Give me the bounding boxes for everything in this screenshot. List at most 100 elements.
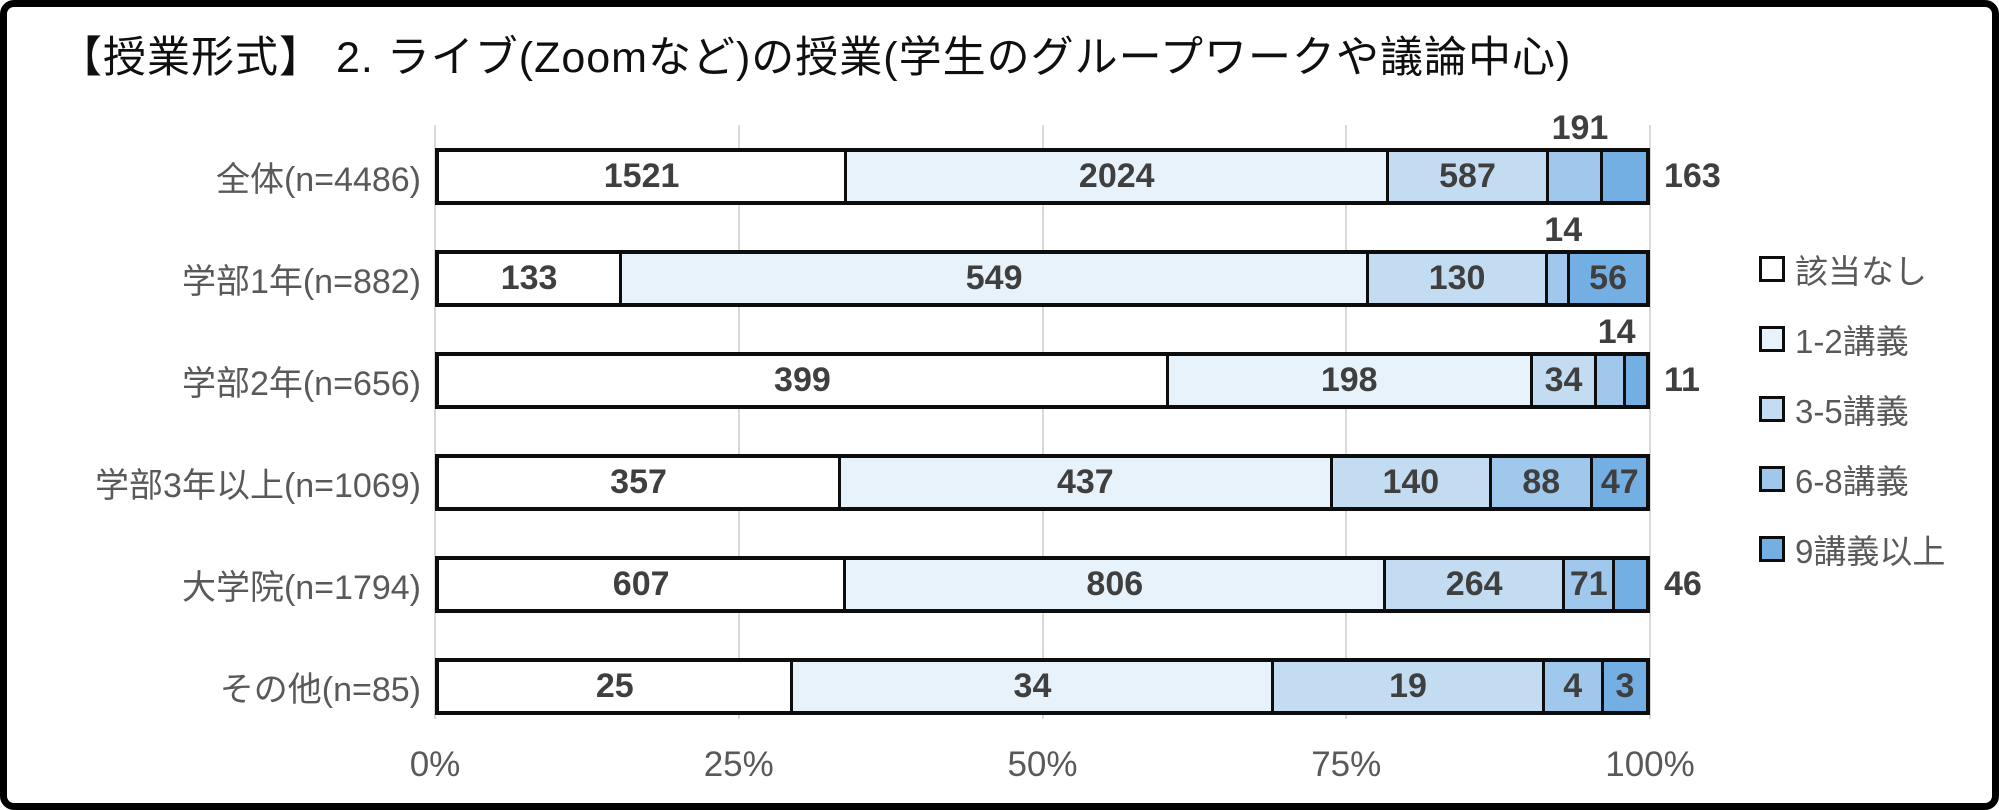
bar-segment-series-2: 587 [1389, 151, 1549, 201]
segment-value: 130 [1428, 259, 1486, 297]
bar-segment-series-0: 133 [439, 253, 623, 303]
segment-value: 19 [1389, 667, 1427, 705]
gridline-50pct [1041, 125, 1044, 719]
gridline-0pct [434, 125, 436, 719]
stacked-bar: 607 806 264 71 [435, 555, 1650, 613]
bar-segment-series-1: 2024 [847, 151, 1390, 201]
bar-row: 191 163 1521 2024 587 [435, 111, 1721, 227]
bar-row: 14 11 399 198 34 [435, 315, 1700, 431]
legend-swatch-icon [1759, 326, 1785, 352]
legend-swatch-icon [1759, 396, 1785, 422]
legend: 該当なし 1-2講義 3-5講義 6-8講義 9講義以上 [1759, 234, 1945, 584]
bar-segment-series-2: 140 [1332, 457, 1493, 507]
legend-item: 9講義以上 [1759, 514, 1945, 584]
bar-segment-series-1: 437 [841, 457, 1333, 507]
bar-segment-series-4 [1615, 559, 1647, 609]
segment-value: 607 [612, 565, 670, 603]
bar-row: 25 34 19 4 3 [435, 635, 1650, 737]
segment-value: 399 [774, 361, 831, 399]
legend-swatch-icon [1759, 466, 1785, 492]
plot-rows: 191 163 1521 2024 587 14 133 549 130 56 14 11 399 198… [435, 111, 1721, 737]
category-label: 学部3年以上(n=1069) [95, 466, 421, 505]
legend-item: 3-5講義 [1759, 374, 1945, 444]
segment-value-above: 14 [1544, 211, 1583, 249]
bar-segment-series-3: 88 [1492, 457, 1594, 507]
bar-segment-series-2: 264 [1386, 559, 1566, 609]
bar-row: 357 437 140 88 47 [435, 431, 1650, 533]
category-axis: 全体(n=4486) 学部1年(n=882) 学部2年(n=656) 学部3年以上(n… [7, 125, 421, 737]
bar-segment-series-4: 3 [1603, 661, 1646, 711]
segment-value: 34 [1544, 361, 1583, 399]
legend-item: 1-2講義 [1759, 304, 1945, 374]
segment-value-above: 191 [1551, 109, 1609, 147]
bar-segment-series-4 [1602, 151, 1646, 201]
bar-row: 46 607 806 264 71 [435, 533, 1702, 635]
segment-value: 549 [965, 259, 1023, 297]
bar-segment-series-3: 4 [1544, 661, 1604, 711]
segment-value: 4 [1563, 667, 1583, 705]
gridline-75pct [1345, 125, 1348, 719]
segment-value: 357 [610, 463, 667, 501]
x-axis-tick-labels: 0% 25% 50% 75% 100% [410, 745, 1695, 795]
stacked-bar: 357 437 140 88 47 [435, 453, 1650, 511]
bar-segment-series-1: 806 [846, 559, 1387, 609]
x-tick-label: 100% [1605, 745, 1695, 784]
legend-swatch-icon [1759, 256, 1785, 282]
bar-segment-series-1: 34 [793, 661, 1275, 711]
legend-item: 6-8講義 [1759, 444, 1945, 514]
segment-value: 71 [1569, 565, 1608, 603]
segment-value: 198 [1320, 361, 1378, 399]
legend-label: 3-5講義 [1795, 393, 1909, 430]
bar-segment-series-0: 25 [439, 661, 794, 711]
bar-segment-series-3 [1548, 253, 1571, 303]
bar-segment-series-4 [1625, 355, 1646, 405]
bar-segment-series-4: 56 [1570, 253, 1647, 303]
bar-segment-series-3 [1597, 355, 1626, 405]
segment-value-above: 14 [1597, 313, 1636, 351]
x-tick-label: 75% [1311, 745, 1382, 784]
category-label: 大学院(n=1794) [181, 568, 421, 607]
bar-segment-series-2: 34 [1532, 355, 1598, 405]
legend-swatch-icon [1759, 536, 1785, 562]
x-tick-label: 25% [703, 745, 774, 784]
segment-value: 140 [1382, 463, 1440, 501]
category-label: その他(n=85) [219, 670, 421, 709]
legend-label: 6-8講義 [1795, 463, 1909, 500]
segment-value-right: 46 [1664, 565, 1702, 603]
bar-row: 14 133 549 130 56 [435, 213, 1650, 329]
segment-value: 587 [1439, 157, 1496, 195]
stacked-bar: 1521 2024 587 [435, 147, 1650, 205]
stacked-bar: 133 549 130 56 [435, 249, 1650, 307]
bar-segment-series-3: 71 [1565, 559, 1616, 609]
legend-label: 1-2講義 [1795, 323, 1909, 360]
segment-value: 2024 [1078, 157, 1155, 195]
bar-segment-series-1: 198 [1168, 355, 1533, 405]
category-label: 全体(n=4486) [215, 160, 421, 199]
segment-value: 34 [1013, 667, 1052, 705]
legend-label: 9講義以上 [1795, 533, 1946, 570]
segment-value: 437 [1056, 463, 1114, 501]
category-label: 学部2年(n=656) [181, 364, 421, 403]
category-label: 学部1年(n=882) [181, 262, 421, 301]
segment-value: 3 [1615, 667, 1635, 705]
x-tick-label: 50% [1007, 745, 1078, 784]
bar-segment-series-2: 19 [1274, 661, 1545, 711]
gridline-100pct [1649, 125, 1651, 719]
x-tick-label: 0% [409, 745, 461, 784]
bar-segment-series-0: 357 [439, 457, 842, 507]
bar-segment-series-0: 1521 [439, 151, 848, 201]
gridline-25pct [737, 125, 740, 719]
segment-value: 806 [1086, 565, 1144, 603]
legend-item: 該当なし [1759, 234, 1945, 304]
segment-value: 1521 [603, 157, 680, 195]
segment-value-right: 163 [1664, 157, 1721, 195]
bar-segment-series-3 [1548, 151, 1603, 201]
segment-value-right: 11 [1664, 361, 1700, 399]
bar-segment-series-4: 47 [1593, 457, 1647, 507]
stacked-bar: 399 198 34 [435, 351, 1650, 409]
bar-segment-series-0: 607 [439, 559, 847, 609]
bar-segment-series-1: 549 [622, 253, 1370, 303]
segment-value: 56 [1589, 259, 1627, 297]
stacked-bar: 25 34 19 4 3 [435, 657, 1650, 715]
